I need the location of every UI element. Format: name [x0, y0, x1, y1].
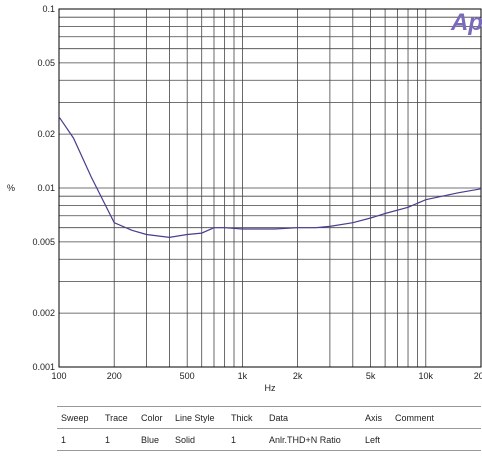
y-axis-label: %: [7, 183, 15, 193]
y-tick-labels: 0.1 0.05 0.02 0.01 0.005 0.002 0.001: [32, 4, 55, 372]
legend-header-comment: Comment: [391, 406, 481, 429]
legend-cell-color: Blue: [137, 428, 171, 451]
y-tick-label: 0.1: [42, 4, 55, 14]
x-tick-label: 5k: [366, 371, 376, 381]
legend-cell-comment: [391, 428, 481, 451]
legend-cell-line-style: Solid: [171, 428, 227, 451]
x-tick-label: 200: [107, 371, 122, 381]
legend-cell-data: Anlr.THD+N Ratio: [265, 428, 361, 451]
x-tick-label: 2k: [293, 371, 303, 381]
x-tick-label: 10k: [419, 371, 434, 381]
y-tick-label: 0.01: [37, 183, 55, 193]
series-lines: [58, 116, 482, 239]
legend-header-sweep: Sweep: [57, 406, 101, 429]
y-tick-label: 0.005: [32, 237, 55, 247]
legend-row: 1 1 Blue Solid 1 Anlr.THD+N Ratio Left: [57, 428, 481, 451]
trace-legend-table: Sweep Trace Color Line Style Thick Data …: [57, 406, 481, 451]
legend-header-data: Data: [265, 406, 361, 429]
y-tick-label: 0.05: [37, 58, 55, 68]
legend-header-axis: Axis: [361, 406, 391, 429]
series-line-thd-n: [58, 116, 482, 239]
legend-header-row: Sweep Trace Color Line Style Thick Data …: [57, 406, 481, 429]
x-tick-label: 500: [180, 371, 195, 381]
thd-n-chart: 100 200 500 1k 2k 5k 10k 20k 0.1 0.05 0.02 0.01 0.0…: [7, 4, 482, 393]
y-tick-label: 0.001: [32, 362, 55, 372]
x-tick-label: 1k: [238, 371, 248, 381]
legend-header-thick: Thick: [227, 406, 265, 429]
legend-header-line-style: Line Style: [171, 406, 227, 429]
legend-header-color: Color: [137, 406, 171, 429]
y-tick-label: 0.002: [32, 308, 55, 318]
x-axis-label: Hz: [265, 383, 276, 393]
legend-cell-sweep: 1: [57, 428, 101, 451]
legend-cell-thick: 1: [227, 428, 265, 451]
legend-cell-trace: 1: [101, 428, 137, 451]
x-tick-labels: 100 200 500 1k 2k 5k 10k 20k: [51, 371, 482, 381]
y-tick-label: 0.02: [37, 129, 55, 139]
plot-frame: [58, 8, 482, 368]
x-tick-label: 20k: [474, 371, 482, 381]
brand-logo: Ap: [450, 9, 482, 36]
legend-header-trace: Trace: [101, 406, 137, 429]
legend-cell-axis: Left: [361, 428, 391, 451]
x-tick-label: 100: [51, 371, 66, 381]
chart-grid: [59, 9, 481, 367]
